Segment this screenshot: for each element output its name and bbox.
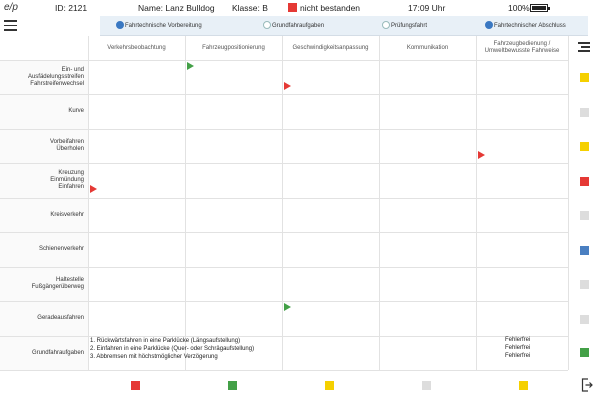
column-header-fahrzeugpositionierung: Fahrzeugpositionierung [202,44,265,51]
app-logo: e/p [4,2,18,13]
row-status-indicator[interactable] [580,315,589,324]
hamburger-icon[interactable] [4,20,17,31]
row-status-indicator[interactable] [580,211,589,220]
battery-icon [530,4,550,12]
list-icon[interactable] [578,42,590,52]
row-status-indicator[interactable] [580,177,589,186]
clock: 17:09 Uhr [408,3,446,13]
task-item[interactable]: 3. Abbremsen mit höchstmöglicher Verzöge… [90,354,218,360]
battery-percent: 100% [508,3,530,13]
column-header-kommunikation: Kommunikation [406,44,449,51]
task-list: 1. Rückwärtsfahren in eine Parklücke (Lä… [90,337,254,361]
row-label-kurve: Kurve [68,108,84,114]
column-header-geschwindigkeitsanpassung: Geschwindigkeitsanpassung [292,44,369,51]
row-status-indicator[interactable] [580,280,589,289]
phase-pruefungsfahrt[interactable]: Prüfungsfahrt [382,21,427,29]
footer-status-verkehrsbeobachtung[interactable] [131,381,140,390]
flag-marker[interactable] [284,303,291,311]
footer-status-kommunikation[interactable] [422,381,431,390]
row-status-indicator[interactable] [580,142,589,151]
exit-icon[interactable] [581,378,593,392]
column-header-fahrzeugbedienung: Fahrzeugbedienung / Umweltbewusste Fahrw… [484,41,560,54]
column-header-verkehrsbeobachtung: Verkehrsbeobachtung [107,44,166,51]
row-label-kreisverkehr: Kreisverkehr [50,211,84,218]
license-class: Klasse: B [232,3,268,13]
footer-status-fahrzeugbedienung[interactable] [519,381,528,390]
phase-bar: Fahrtechnische Vorbereitung Grundfahrauf… [100,16,588,36]
phase-radio-icon [382,21,390,29]
phase-grundfahraufgaben[interactable]: Grundfahraufgaben [263,21,324,29]
flag-marker[interactable] [90,185,97,193]
candidate-name: Name: Lanz Bulldog [138,3,215,13]
row-label-kreuzung: Kreuzung Einmündung Einfahren [50,170,84,190]
task-item[interactable]: 1. Rückwärtsfahren in eine Parklücke (Lä… [90,338,241,344]
status-bar: e/p ID: 2121 Name: Lanz Bulldog Klasse: … [0,0,600,16]
row-label-haltestelle: Haltestelle Fußgängerüberweg [31,277,84,290]
row-status-indicator[interactable] [580,348,589,357]
phase-radio-icon [485,21,493,29]
row-label-grundfahraufgaben: Grundfahraufgaben [31,349,84,356]
phase-radio-icon [263,21,271,29]
phase-fahrtechnischer-abschluss[interactable]: Fahrtechnischer Abschluss [485,21,566,29]
row-label-schienenverkehr: Schienenverkehr [38,246,84,252]
row-label-fahrstreifenwechsel: Ein- und Ausfädelungsstreifen Fahrstreif… [27,66,84,87]
result-indicator [288,3,297,12]
flag-marker[interactable] [478,151,485,159]
candidate-id: ID: 2121 [55,3,88,13]
phase-fahrtechnische-vorbereitung[interactable]: Fahrtechnische Vorbereitung [116,21,202,29]
task-item[interactable]: 2. Einfahren in eine Parklücke (Quer- od… [90,346,255,352]
task-result: Fehlerfrei [505,345,531,351]
exam-result: nicht bestanden [288,3,360,13]
task-result: Fehlerfrei [505,337,531,343]
row-status-indicator[interactable] [580,73,589,82]
row-label-ueberholen: Vorbeifahren Überholen [49,139,84,152]
flag-marker[interactable] [284,82,291,90]
row-status-indicator[interactable] [580,108,589,117]
row-status-indicator[interactable] [580,246,589,255]
footer-status-fahrzeugpositionierung[interactable] [228,381,237,390]
flag-marker[interactable] [187,62,194,70]
row-label-column [0,60,88,370]
row-label-geradeausfahren: Geradeausfahren [37,315,84,321]
phase-radio-icon [116,21,124,29]
task-result: Fehlerfrei [505,353,531,359]
footer-status-geschwindigkeitsanpassung[interactable] [325,381,334,390]
